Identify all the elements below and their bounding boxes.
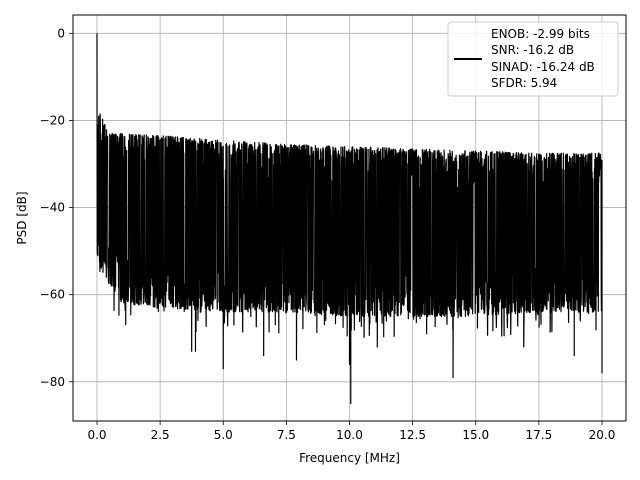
x-tick-label: 5.0 — [214, 428, 233, 442]
y-tick-label: −40 — [40, 201, 65, 215]
legend-box — [447, 21, 619, 97]
psd-trace — [96, 33, 603, 405]
legend-sinad: SINAD: -16.24 dB — [491, 60, 595, 74]
x-tick-label: 10.0 — [336, 428, 363, 442]
y-axis-label: PSD [dB] — [15, 191, 29, 244]
legend-sfdr: SFDR: 5.94 — [491, 76, 557, 90]
legend-snr: SNR: -16.2 dB — [491, 43, 574, 57]
x-axis-ticks: 0.0 2.5 5.0 7.5 10.0 12.5 15.0 17.5 20.0 — [87, 421, 615, 442]
y-tick-label: −80 — [40, 375, 65, 389]
x-tick-label: 7.5 — [277, 428, 296, 442]
y-tick-label: 0 — [57, 26, 65, 40]
x-tick-label: 0.0 — [87, 428, 106, 442]
psd-series-line — [96, 33, 603, 405]
x-tick-label: 12.5 — [399, 428, 426, 442]
x-tick-label: 20.0 — [589, 428, 616, 442]
x-tick-label: 15.0 — [462, 428, 489, 442]
x-axis-label: Frequency [MHz] — [299, 451, 400, 465]
x-tick-label: 17.5 — [526, 428, 553, 442]
legend-enob: ENOB: -2.99 bits — [491, 27, 590, 41]
y-tick-label: −60 — [40, 288, 65, 302]
y-tick-label: −20 — [40, 113, 65, 127]
x-tick-label: 2.5 — [151, 428, 170, 442]
legend: ENOB: -2.99 bits SNR: -16.2 dB SINAD: -1… — [447, 21, 619, 97]
y-axis-ticks: 0 −20 −40 −60 −80 — [40, 26, 73, 389]
